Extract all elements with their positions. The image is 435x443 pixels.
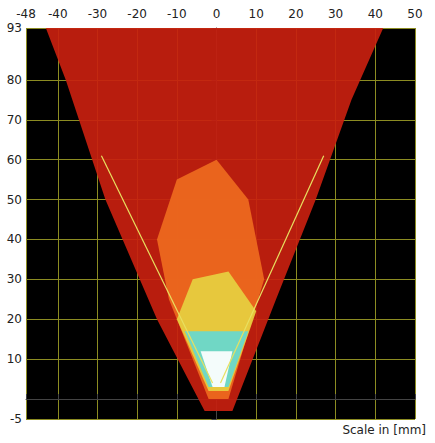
svg-text:50: 50 [7,193,22,207]
svg-text:80: 80 [7,73,22,87]
svg-text:0: 0 [213,7,221,21]
svg-text:93: 93 [7,21,22,35]
svg-text:70: 70 [7,113,22,127]
svg-text:10: 10 [7,352,22,366]
svg-text:-30: -30 [88,7,108,21]
svg-text:40: 40 [7,232,22,246]
svg-text:-40: -40 [48,7,68,21]
svg-text:-20: -20 [127,7,147,21]
svg-text:20: 20 [288,7,303,21]
svg-text:30: 30 [7,272,22,286]
svg-text:20: 20 [7,312,22,326]
svg-text:-5: -5 [10,412,22,426]
svg-text:-10: -10 [167,7,187,21]
svg-text:10: 10 [249,7,264,21]
svg-text:-48: -48 [16,7,36,21]
svg-text:Scale in [mm]: Scale in [mm] [342,423,426,437]
svg-text:50: 50 [407,7,422,21]
svg-text:30: 30 [328,7,343,21]
svg-text:60: 60 [7,153,22,167]
svg-text:40: 40 [368,7,383,21]
